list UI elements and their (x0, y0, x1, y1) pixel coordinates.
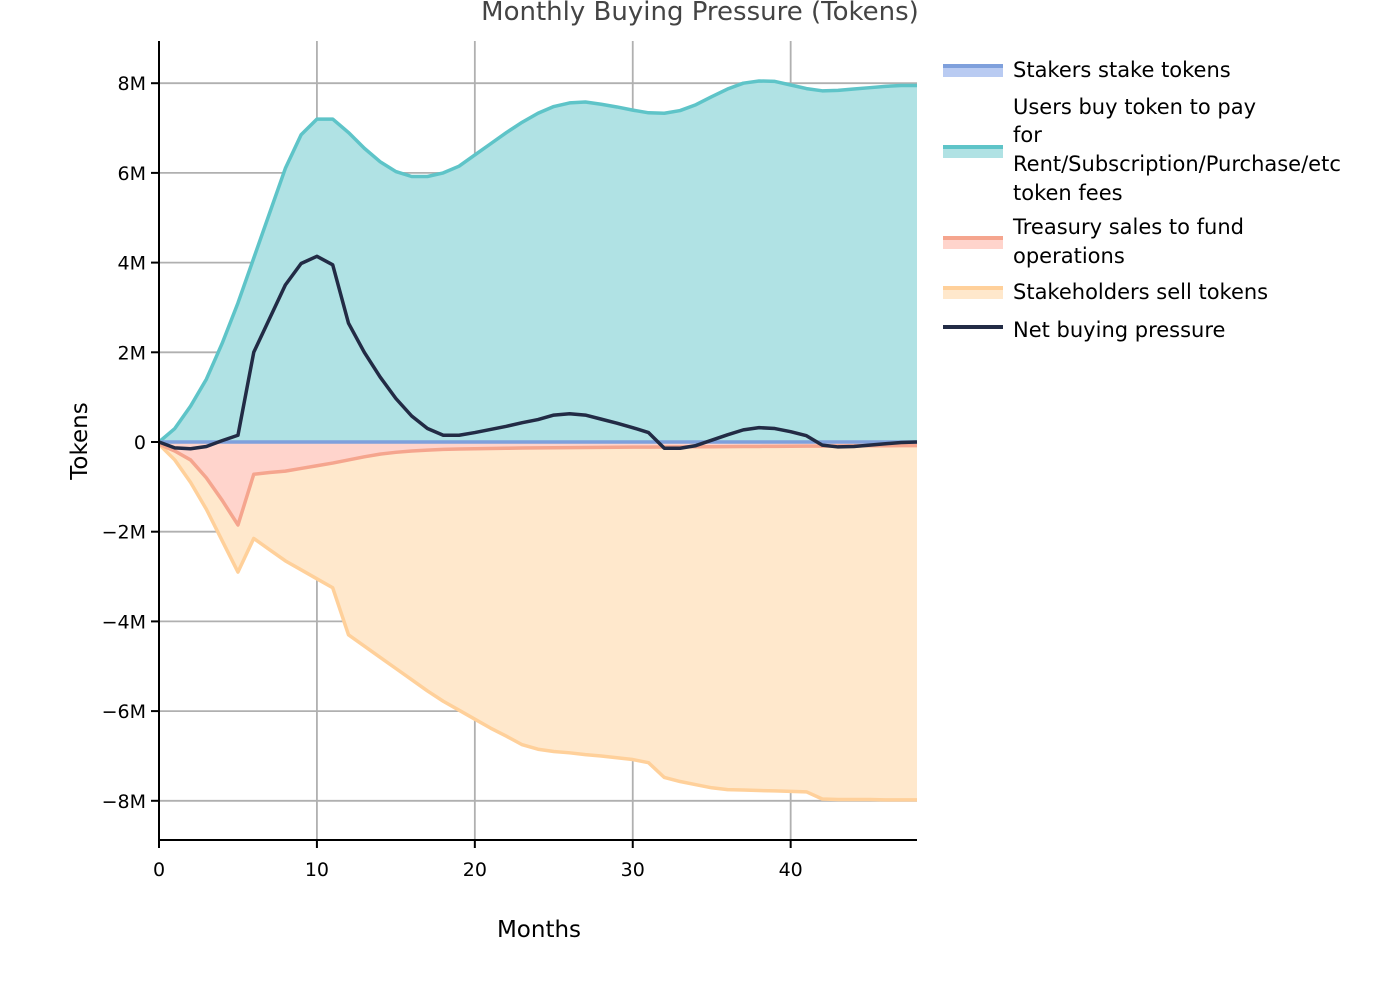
axes (151, 41, 917, 848)
series-line-3 (157, 443, 917, 802)
legend-label: token fees (1013, 181, 1123, 205)
tick-labels: 0 10 20 30 40 8M 6M 4M 2M 0 −2M −4M −6M −8M (102, 73, 803, 881)
x-tick-label: 0 (153, 859, 165, 881)
y-axis-label: Tokens (67, 402, 93, 480)
y-tick-label: −6M (102, 701, 146, 723)
net-buying-pressure-line (158, 254, 918, 451)
x-axis-label: Months (497, 917, 581, 943)
y-tick-label: 0 (134, 432, 146, 454)
legend-label: Net buying pressure (1013, 318, 1225, 342)
y-tick-label: 4M (118, 253, 146, 275)
area-1 (159, 80, 917, 443)
area-3 (159, 442, 917, 800)
y-tick-label: 8M (118, 73, 146, 95)
area-2 (159, 442, 917, 525)
legend: Stakers stake tokens Users buy token to p… (943, 58, 1341, 342)
legend-label: for (1013, 123, 1042, 147)
legend-label: operations (1013, 244, 1125, 268)
y-tick-label: −4M (102, 611, 146, 633)
y-tick-label: −2M (102, 522, 146, 544)
plot-areas (159, 80, 917, 800)
legend-label: Stakers stake tokens (1013, 58, 1231, 82)
legend-label: Treasury sales to fund (1012, 215, 1244, 239)
y-tick-label: 2M (118, 342, 146, 364)
series-line-2 (158, 442, 918, 527)
chart-title: Monthly Buying Pressure (Tokens) (481, 0, 919, 27)
y-tick-label: 6M (118, 163, 146, 185)
x-tick-label: 20 (463, 859, 487, 881)
series-line-1 (157, 79, 917, 444)
legend-label: Stakeholders sell tokens (1013, 280, 1268, 304)
plot-lines (157, 79, 918, 802)
x-tick-label: 40 (779, 859, 803, 881)
legend-label: Users buy token to pay (1013, 95, 1256, 119)
x-tick-label: 30 (621, 859, 645, 881)
legend-label: Rent/Subscription/Purchase/etc (1013, 152, 1341, 176)
y-tick-label: −8M (102, 791, 146, 813)
x-tick-label: 10 (305, 859, 329, 881)
